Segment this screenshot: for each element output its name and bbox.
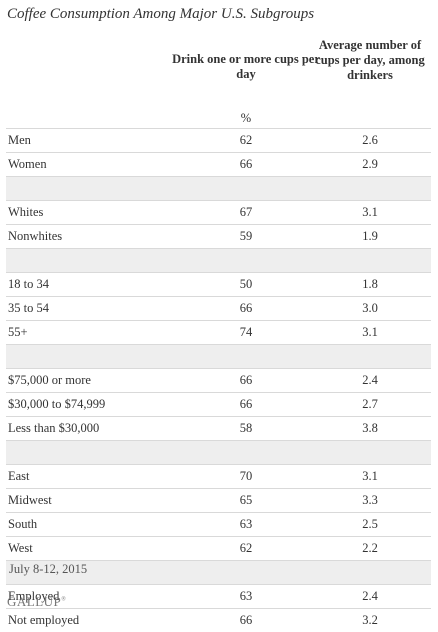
value-drink: 62 — [239, 541, 253, 555]
value-average: 3.1 — [362, 205, 378, 219]
survey-dates: July 8-12, 2015 — [9, 562, 88, 576]
table-body: Men 62 2.6 Women 66 2.9 Whites 67 3.1 Nonwhites 59… — [6, 128, 431, 632]
value-drink: 66 — [239, 373, 253, 387]
group-separator — [6, 560, 431, 584]
unit-row: % — [6, 110, 431, 128]
group-separator — [6, 344, 431, 368]
group-separator — [6, 440, 431, 464]
table-row: Men 62 2.6 — [6, 128, 431, 152]
table-row: Employed 63 2.4 — [6, 584, 431, 608]
value-average: 3.1 — [362, 469, 378, 483]
row-label: 55+ — [8, 325, 28, 339]
table-row: 18 to 34 50 1.8 — [6, 272, 431, 296]
row-label: Women — [8, 157, 47, 171]
row-label: Whites — [8, 205, 44, 219]
value-drink: 66 — [239, 613, 253, 627]
table-row: Whites 67 3.1 — [6, 200, 431, 224]
value-average: 1.9 — [362, 229, 378, 243]
value-average: 2.7 — [362, 397, 378, 411]
value-average: 2.4 — [362, 373, 378, 387]
gallup-logo: GALLUP® — [7, 594, 67, 609]
value-drink: 65 — [239, 493, 253, 507]
column-header-drink: Drink one or more cups per day — [172, 52, 320, 81]
value-average: 2.2 — [362, 541, 378, 555]
table-row: $30,000 to $74,999 66 2.7 — [6, 392, 431, 416]
value-average: 1.8 — [362, 277, 378, 291]
table-row: Midwest 65 3.3 — [6, 488, 431, 512]
table-row: Nonwhites 59 1.9 — [6, 224, 431, 248]
value-drink: 59 — [239, 229, 253, 243]
value-average: 2.9 — [362, 157, 378, 171]
table-row: 55+ 74 3.1 — [6, 320, 431, 344]
row-label: Midwest — [8, 493, 52, 507]
value-average: 3.8 — [362, 421, 378, 435]
table-row: West 62 2.2 — [6, 536, 431, 560]
value-average: 3.3 — [362, 493, 378, 507]
data-table: Drink one or more cups per day Average n… — [6, 38, 431, 632]
value-drink: 58 — [239, 421, 253, 435]
table-header: Drink one or more cups per day Average n… — [6, 38, 431, 110]
value-average: 3.1 — [362, 325, 378, 339]
value-average: 2.6 — [362, 133, 378, 147]
row-label: $30,000 to $74,999 — [8, 397, 106, 411]
value-average: 2.4 — [362, 589, 378, 603]
column-header-average: Average number of cups per day, among dr… — [315, 38, 425, 82]
value-average: 2.5 — [362, 517, 378, 531]
value-drink: 74 — [239, 325, 253, 339]
row-label: Employed — [8, 589, 60, 603]
row-label: 35 to 54 — [8, 301, 49, 315]
value-drink: 70 — [239, 469, 253, 483]
value-drink: 66 — [239, 397, 253, 411]
chart-title: Coffee Consumption Among Major U.S. Subg… — [7, 6, 315, 22]
unit-label: % — [240, 111, 252, 125]
value-drink: 66 — [239, 301, 253, 315]
value-drink: 67 — [239, 205, 253, 219]
table-row: Women 66 2.9 — [6, 152, 431, 176]
table-row: Not employed 66 3.2 — [6, 608, 431, 632]
value-drink: 66 — [239, 157, 253, 171]
value-drink: 50 — [239, 277, 253, 291]
row-label: Men — [8, 133, 31, 147]
table-row: 35 to 54 66 3.0 — [6, 296, 431, 320]
row-label: $75,000 or more — [8, 373, 91, 387]
row-label: South — [8, 517, 38, 531]
group-separator — [6, 176, 431, 200]
row-label: West — [8, 541, 33, 555]
group-separator — [6, 248, 431, 272]
table-row: Less than $30,000 58 3.8 — [6, 416, 431, 440]
value-average: 3.0 — [362, 301, 378, 315]
value-drink: 63 — [239, 517, 253, 531]
table-row: $75,000 or more 66 2.4 — [6, 368, 431, 392]
row-label: East — [8, 469, 30, 483]
value-average: 3.2 — [362, 613, 378, 627]
row-label: Not employed — [8, 613, 80, 627]
row-label: Less than $30,000 — [8, 421, 100, 435]
row-label: Nonwhites — [8, 229, 63, 243]
row-label: 18 to 34 — [8, 277, 49, 291]
value-drink: 62 — [239, 133, 253, 147]
table-row: East 70 3.1 — [6, 464, 431, 488]
value-drink: 63 — [239, 589, 253, 603]
table-row: South 63 2.5 — [6, 512, 431, 536]
